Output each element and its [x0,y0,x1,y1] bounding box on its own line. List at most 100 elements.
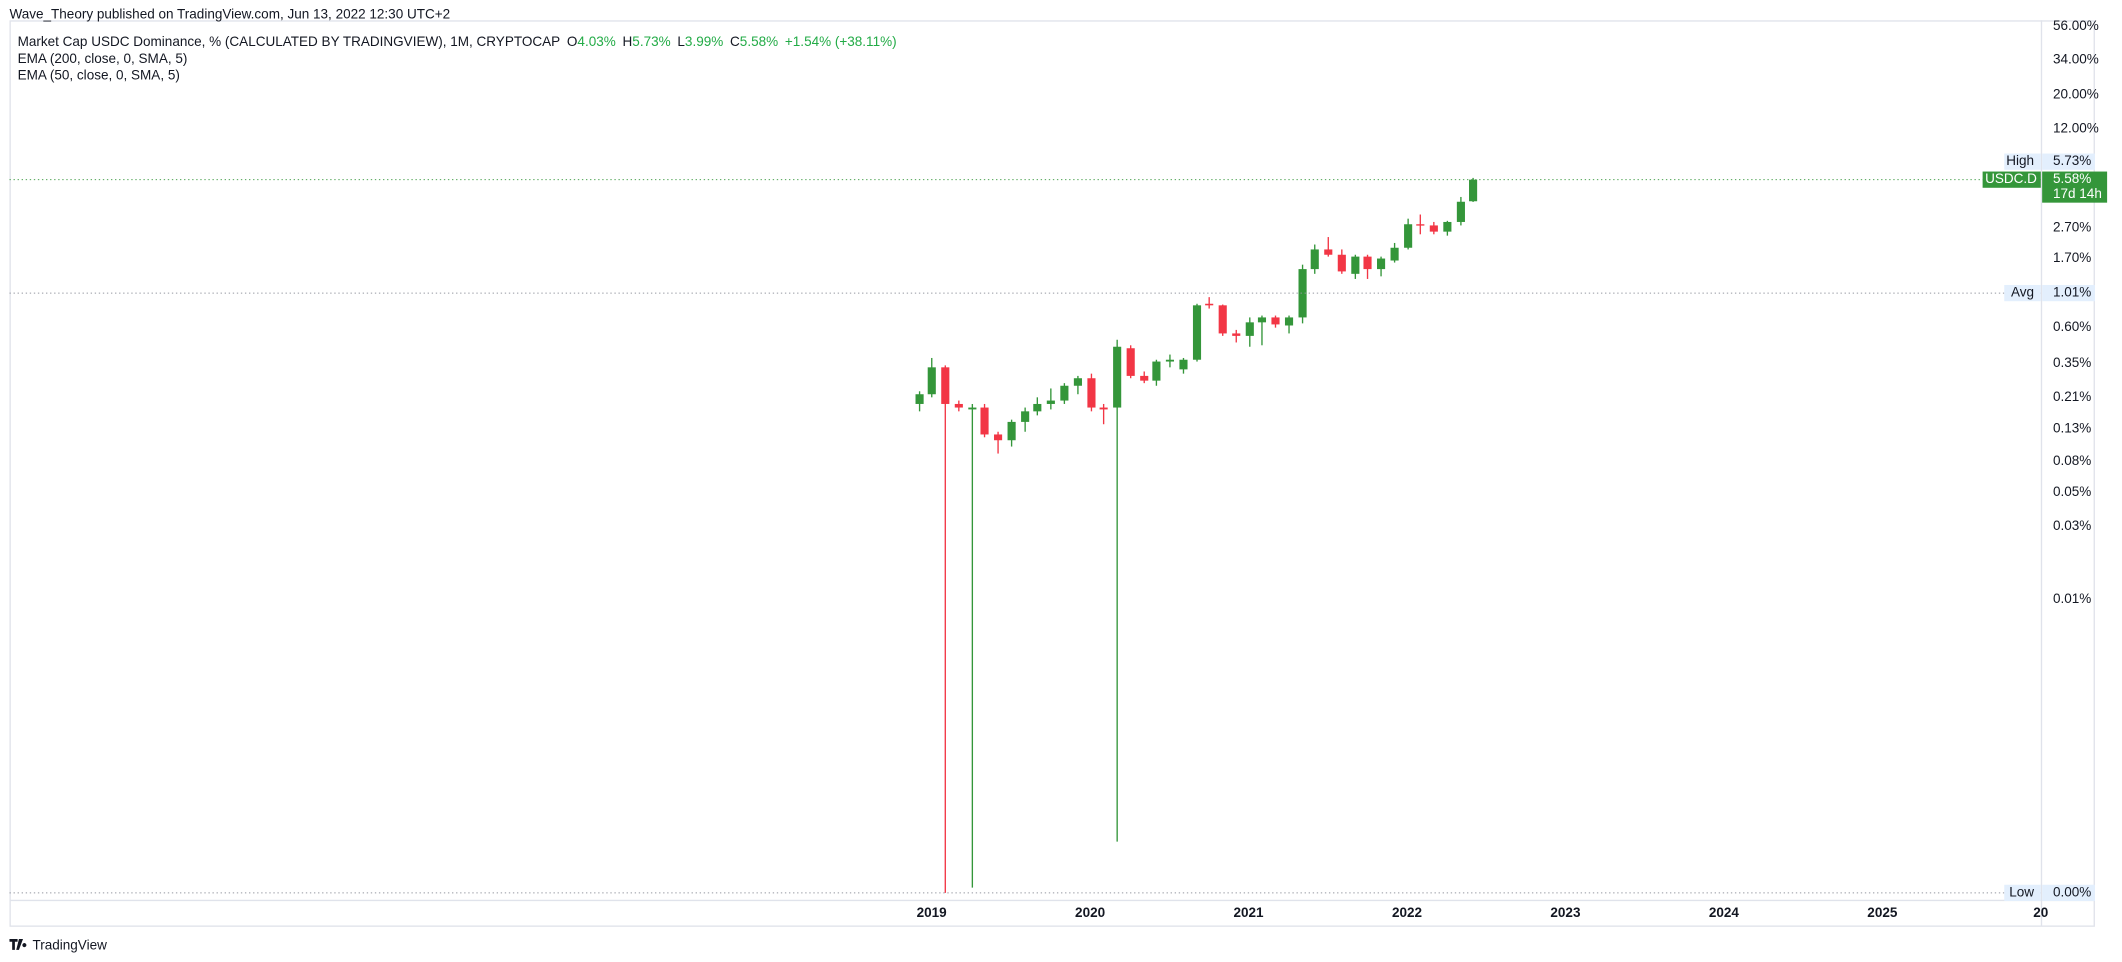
y-tick-label: 56.00% [2053,18,2099,33]
candle-body [1469,179,1478,202]
price-tag-name-bg [2004,884,2041,901]
price-tag-bg [2042,284,2095,302]
change: +1.54% (+38.11%) [785,34,897,49]
ohlc-value: 5.73% [632,34,670,49]
candle-body [927,367,936,395]
chart-frame [9,20,2095,927]
candle-body [1443,221,1452,232]
candle-body [1073,378,1082,386]
y-tick-label: 0.60% [2053,319,2091,334]
candle-body [1245,322,1254,336]
x-tick-label: 2023 [1550,905,1581,920]
ohlc-letter: H [623,34,633,49]
candle-body [1113,346,1122,408]
candle-body [1363,256,1372,270]
ohlc-letter: O [567,34,578,49]
brand: TradingView [32,937,107,952]
price-tag-value: 5.73% [2053,153,2091,168]
candle-body [968,407,977,410]
candle-body [1257,317,1267,323]
candle-body [1126,348,1135,376]
y-tick-label: 0.13% [2053,421,2091,436]
published-line: Wave_Theory published on TradingView.com… [9,6,450,21]
candle-body [1165,359,1175,362]
candle-body [1429,225,1438,232]
price-tag-value: 0.00% [2053,884,2091,899]
candle-body [1218,305,1227,334]
x-tick-label: 2019 [917,905,948,920]
candle-body [1337,254,1346,272]
candle-body [1298,269,1307,318]
y-tick-label: 1.70% [2053,250,2091,265]
candle-body [1456,201,1465,222]
price-tag-bg [2042,171,2108,203]
candle-body [1205,303,1214,306]
logo-mark [9,938,27,950]
y-tick-label: 2.70% [2053,219,2091,234]
candle-body [915,394,924,404]
indicator: EMA (50, close, 0, SMA, 5) [18,67,180,82]
y-tick-label: 0.21% [2053,389,2091,404]
ohlc-letter: C [730,34,740,49]
candle-body [1152,361,1161,381]
x-tick-label: 2020 [1075,905,1105,920]
candle-body [1099,407,1108,410]
price-tag-bg [2042,884,2095,901]
x-tick-label: 20 [2033,905,2048,920]
candle-body [1416,224,1425,226]
candle-body [994,434,1003,441]
candle-body [1310,249,1319,270]
x-tick-label: 2022 [1392,905,1422,920]
price-tag-name: USDC.D [1985,171,2037,186]
logo: TradingView [9,937,107,952]
candle-body [1376,258,1386,270]
candle-body [1087,378,1096,408]
x-tick-label: 2024 [1709,905,1740,920]
price-tag-value: 1.01% [2053,285,2091,300]
candle-body [1060,385,1069,401]
candle-body [941,367,950,404]
candle-body [1390,247,1399,261]
y-tick-label: 20.00% [2053,87,2099,102]
price-tag-name-bg [1982,171,2041,188]
ohlc-value: 3.99% [685,34,723,49]
price-tag-value: 5.58% [2053,171,2091,186]
legend-line: Market Cap USDC Dominance, % (CALCULATED… [18,34,897,49]
candle-body [1192,305,1202,360]
candle-body [1007,421,1016,441]
x-tick-label: 2025 [1867,905,1898,920]
y-tick-label: 0.08% [2053,453,2091,468]
countdown: 17d 14h [2053,186,2102,201]
x-tick-label: 2021 [1234,905,1265,920]
y-tick-label: 0.05% [2053,484,2091,499]
candle-body [1021,411,1030,422]
legend-title: Market Cap USDC Dominance, % (CALCULATED… [18,34,561,49]
candle-body [1232,333,1241,336]
price-tag-name: Low [2009,884,2034,899]
y-tick-label: 34.00% [2053,51,2099,66]
y-tick-label: 0.35% [2053,355,2091,370]
ohlc-value: 5.58% [740,34,778,49]
candle-body [1284,317,1294,326]
indicator: EMA (200, close, 0, SMA, 5) [18,51,188,66]
price-tag-bg [2042,153,2095,170]
y-tick-label: 0.01% [2053,591,2091,606]
candle-body [1033,403,1042,412]
price-tag-name: Avg [2011,285,2034,300]
ohlc-value: 4.03% [577,34,615,49]
candle-body [1351,256,1360,274]
candle-body [1179,359,1188,370]
candle-body [1046,400,1055,404]
price-tag-name: High [2006,153,2034,168]
candle-body [1404,224,1413,248]
price-tag-name-bg [2004,153,2041,170]
candle-body [1140,375,1149,381]
price-tag-name-bg [2004,284,2041,302]
y-tick-label: 12.00% [2053,120,2099,135]
candle-body [954,403,963,408]
candle-body [1324,249,1333,255]
y-tick-label: 0.03% [2053,518,2091,533]
